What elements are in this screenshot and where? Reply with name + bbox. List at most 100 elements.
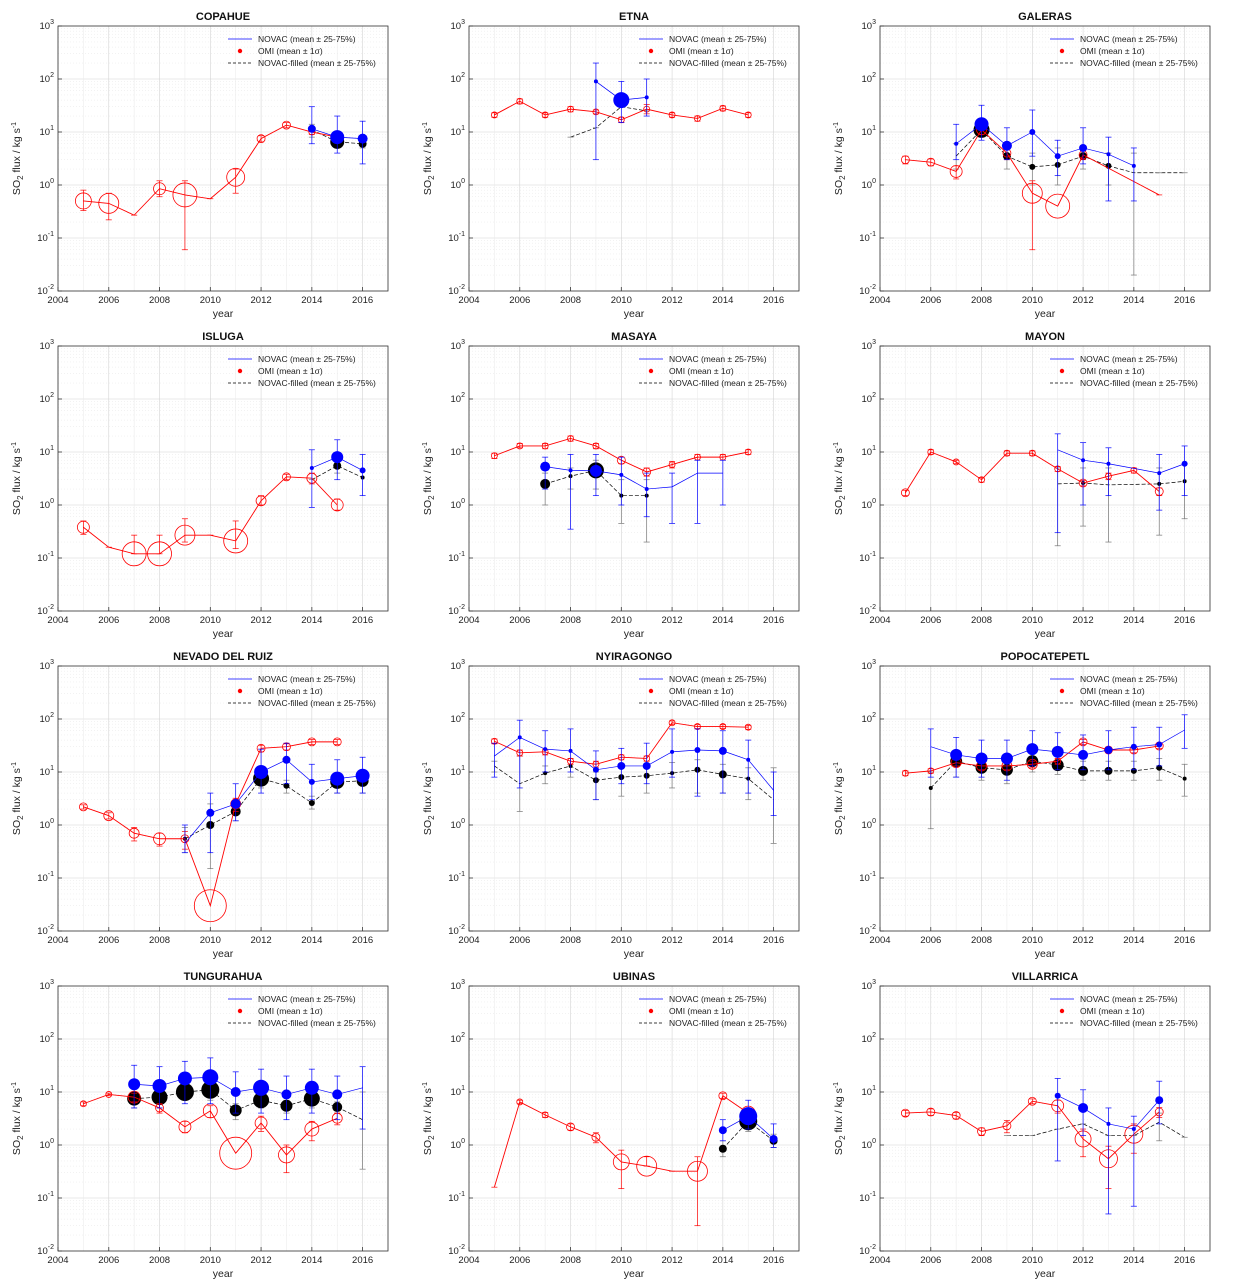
series-novac bbox=[128, 1057, 366, 1130]
x-tick-label: 2008 bbox=[149, 935, 170, 946]
legend-entry-filled: NOVAC-filled (mean ± 25-75%) bbox=[1080, 378, 1198, 388]
x-tick-label: 2012 bbox=[251, 615, 272, 626]
legend-entry-omi: OMI (mean ± 1σ) bbox=[669, 46, 734, 56]
legend: NOVAC (mean ± 25-75%) OMI (mean ± 1σ) NOVA… bbox=[1050, 994, 1198, 1028]
data-point bbox=[128, 827, 140, 839]
data-point bbox=[591, 1132, 601, 1142]
chart-panel-galeras: 10-2 10-1 100 101 102 103 2004 2006 2008 2010 2012… bbox=[822, 2, 1233, 320]
chart-title: ETNA bbox=[619, 11, 649, 23]
x-tick-label: 2006 bbox=[920, 935, 941, 946]
data-point bbox=[540, 461, 551, 472]
y-tick-label: 102 bbox=[40, 1032, 55, 1045]
data-point bbox=[98, 192, 120, 214]
data-point bbox=[974, 117, 989, 132]
legend-swatch-omi bbox=[1059, 688, 1065, 694]
x-tick-label: 2014 bbox=[301, 615, 322, 626]
legend-entry-novac: NOVAC (mean ± 25-75%) bbox=[258, 994, 356, 1004]
data-point bbox=[152, 1078, 167, 1093]
data-point bbox=[1156, 741, 1163, 748]
series-line-omi bbox=[83, 741, 338, 908]
y-axis-label: SO2 flux / kg s-1 bbox=[833, 122, 847, 195]
plot-area bbox=[469, 666, 799, 931]
data-point bbox=[147, 541, 172, 567]
x-axis-label: year bbox=[213, 628, 234, 640]
y-tick-label: 103 bbox=[862, 979, 877, 992]
data-point bbox=[1131, 163, 1136, 168]
legend-swatch-omi bbox=[648, 48, 654, 54]
legend-entry-omi: OMI (mean ± 1σ) bbox=[669, 366, 734, 376]
x-tick-label: 2012 bbox=[662, 935, 683, 946]
x-tick-label: 2004 bbox=[47, 295, 68, 306]
x-tick-label: 2010 bbox=[200, 615, 221, 626]
legend: NOVAC (mean ± 25-75%) OMI (mean ± 1σ) NOVA… bbox=[228, 994, 376, 1028]
data-point bbox=[121, 541, 147, 567]
data-point bbox=[226, 167, 246, 187]
x-tick-label: 2006 bbox=[509, 1255, 530, 1266]
data-point bbox=[230, 798, 241, 809]
axes-box bbox=[879, 665, 1211, 932]
x-tick-label: 2006 bbox=[920, 295, 941, 306]
legend-swatch-omi bbox=[237, 368, 243, 374]
data-point bbox=[719, 723, 727, 730]
chart-panel-copahue: 10-2 10-1 100 101 102 103 2004 2006 2008 2010 2012… bbox=[0, 2, 411, 320]
data-point bbox=[612, 1153, 630, 1171]
legend-entry-filled: NOVAC-filled (mean ± 25-75%) bbox=[669, 1018, 787, 1028]
data-point bbox=[304, 1121, 320, 1137]
y-tick-label: 103 bbox=[862, 339, 877, 352]
x-tick-label: 2010 bbox=[1022, 1255, 1043, 1266]
data-point bbox=[541, 1111, 549, 1119]
y-tick-label: 10-1 bbox=[448, 1191, 465, 1204]
data-point bbox=[1054, 153, 1061, 160]
series-line-filled bbox=[134, 1089, 363, 1121]
y-tick-label: 102 bbox=[451, 72, 466, 85]
data-point bbox=[278, 1146, 295, 1164]
x-tick-label: 2012 bbox=[662, 295, 683, 306]
x-tick-label: 2010 bbox=[1022, 295, 1043, 306]
x-tick-label: 2008 bbox=[971, 1255, 992, 1266]
data-point bbox=[153, 182, 166, 196]
data-point bbox=[1026, 743, 1039, 756]
y-tick-label: 100 bbox=[40, 178, 55, 191]
axes-box bbox=[57, 985, 389, 1252]
x-tick-label: 2010 bbox=[200, 295, 221, 306]
y-tick-label: 103 bbox=[40, 339, 55, 352]
data-point bbox=[900, 488, 910, 498]
data-point bbox=[490, 452, 498, 460]
data-point bbox=[103, 810, 115, 822]
axes-box bbox=[468, 665, 800, 932]
legend-entry-filled: NOVAC-filled (mean ± 25-75%) bbox=[1080, 58, 1198, 68]
data-point bbox=[1003, 449, 1011, 457]
data-point bbox=[1078, 1102, 1089, 1113]
legend-entry-novac: NOVAC (mean ± 25-75%) bbox=[669, 994, 767, 1004]
y-tick-label: 10-1 bbox=[37, 1191, 54, 1204]
data-point bbox=[357, 133, 368, 144]
chart-title: NYIRAGONGO bbox=[596, 651, 673, 663]
data-point bbox=[592, 766, 599, 773]
data-point bbox=[593, 79, 598, 84]
data-point bbox=[1051, 745, 1064, 758]
series-novac bbox=[181, 742, 370, 854]
legend: NOVAC (mean ± 25-75%) OMI (mean ± 1σ) NOVA… bbox=[1050, 354, 1198, 388]
y-tick-label: 102 bbox=[40, 392, 55, 405]
x-tick-label: 2008 bbox=[560, 1255, 581, 1266]
axes-box bbox=[879, 985, 1211, 1252]
x-tick-label: 2012 bbox=[662, 615, 683, 626]
data-point bbox=[901, 769, 909, 777]
series-line-novac bbox=[494, 736, 774, 791]
legend-entry-novac: NOVAC (mean ± 25-75%) bbox=[669, 674, 767, 684]
series-novac bbox=[1054, 433, 1188, 534]
x-tick-label: 2010 bbox=[200, 935, 221, 946]
data-point bbox=[1104, 746, 1113, 755]
x-tick-label: 2006 bbox=[98, 615, 119, 626]
series-novac bbox=[1054, 1078, 1164, 1215]
chart-panel-nyiragongo: 10-2 10-1 100 101 102 103 2004 2006 2008 2010 2012… bbox=[411, 642, 822, 960]
x-tick-label: 2010 bbox=[611, 935, 632, 946]
series-omi bbox=[491, 1091, 756, 1227]
series-novac bbox=[307, 106, 368, 165]
x-tick-label: 2014 bbox=[1123, 1255, 1144, 1266]
legend-entry-filled: NOVAC-filled (mean ± 25-75%) bbox=[1080, 1018, 1198, 1028]
legend-entry-omi: OMI (mean ± 1σ) bbox=[258, 1006, 323, 1016]
